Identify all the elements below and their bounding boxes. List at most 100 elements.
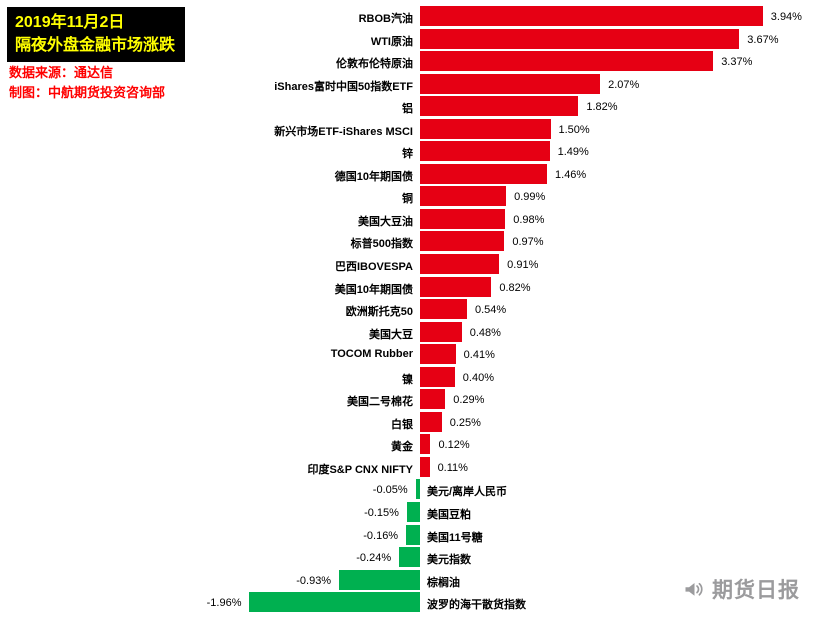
chart-row: 标普500指数 0.97% (0, 230, 814, 253)
chart-row: 美元指数 -0.24% (0, 546, 814, 569)
category-label: 美国10年期国债 (334, 283, 413, 296)
positive-bar (420, 456, 430, 477)
category-label: RBOB汽油 (358, 13, 413, 25)
category-label: WTI原油 (370, 35, 413, 48)
negative-bar (406, 524, 420, 545)
positive-bar (420, 389, 446, 410)
chart-title: 隔夜外盘金融市场涨跌 (15, 37, 176, 55)
category-label: 美国大豆油 (358, 215, 413, 228)
category-label: 铜 (402, 193, 413, 206)
positive-bar (420, 276, 492, 297)
positive-bar (420, 366, 455, 387)
category-label: 巴西IBOVESPA (334, 261, 413, 274)
chart-row: 铝 1.82% (0, 95, 814, 118)
positive-bar (420, 208, 506, 229)
chart-row: TOCOM Rubber 0.41% (0, 343, 814, 366)
chart-row: 棕榈油 -0.93% (0, 569, 814, 592)
positive-bar (420, 344, 456, 365)
positive-bar (420, 51, 714, 72)
value-label: -0.24% (356, 552, 392, 565)
chart-row: iShares富时中国50指数ETF 2.07% (0, 73, 814, 96)
value-label: 0.48% (469, 326, 501, 339)
source-credit: 数据来源：通达信 制图：中航期货投资咨询部 (9, 63, 165, 103)
negative-bar (399, 547, 420, 568)
value-label: 0.41% (463, 349, 495, 362)
chart-row: 美国11号糖 -0.16% (0, 524, 814, 547)
chart-row: 巴西IBOVESPA 0.91% (0, 253, 814, 276)
megaphone-icon (682, 577, 706, 601)
chart-row: 锌 1.49% (0, 140, 814, 163)
chart-row: 铜 0.99% (0, 185, 814, 208)
positive-bar (420, 141, 550, 162)
value-label: 0.98% (513, 213, 545, 226)
data-source: 数据来源：通达信 (9, 65, 114, 80)
chart-row: 美元/离岸人民币 -0.05% (0, 478, 814, 501)
chart-row: 欧洲斯托克50 0.54% (0, 298, 814, 321)
value-label: -0.16% (363, 529, 399, 542)
positive-bar (420, 231, 505, 252)
chart-row: 黄金 0.12% (0, 433, 814, 456)
value-label: 1.82% (586, 101, 618, 114)
value-label: 0.82% (499, 281, 531, 294)
value-label: -0.05% (372, 484, 408, 497)
positive-bar (420, 321, 462, 342)
category-label: 伦敦布伦特原油 (336, 58, 413, 71)
value-label: -0.15% (364, 507, 399, 520)
category-label: 白银 (391, 418, 413, 431)
positive-bar (420, 73, 601, 94)
chart-row: 美国大豆油 0.98% (0, 208, 814, 231)
category-label: 锌 (402, 148, 413, 161)
category-label: 印度S&P CNX NIFTY (307, 463, 413, 476)
value-label: 0.91% (507, 259, 539, 272)
value-label: 0.29% (453, 394, 485, 407)
value-label: 0.25% (449, 416, 481, 429)
chart-row: 伦敦布伦特原油 3.37% (0, 50, 814, 73)
negative-bar (415, 479, 420, 500)
category-label: iShares富时中国50指数ETF (274, 80, 413, 93)
chart-credit: 制图：中航期货投资咨询部 (9, 85, 166, 101)
category-label: TOCOM Rubber (330, 348, 413, 361)
chart-row: 印度S&P CNX NIFTY 0.11% (0, 456, 814, 479)
bar-chart: RBOB汽油 3.94% WTI原油 3.67% 伦敦布伦特原油 3.37% iShares… (0, 5, 814, 614)
chart-row: 美国大豆 0.48% (0, 321, 814, 344)
brand-watermark: 期货日报 (682, 574, 800, 604)
value-label: 1.49% (557, 146, 589, 159)
positive-bar (420, 411, 442, 432)
chart-row: 波罗的海干散货指数 -1.96% (0, 591, 814, 614)
value-label: 1.46% (555, 168, 587, 181)
chart-row: 镍 0.40% (0, 366, 814, 389)
category-label: 波罗的海干散货指数 (427, 599, 526, 612)
category-label: 新兴市场ETF-iShares MSCI (274, 125, 413, 138)
title-box: 2019年11月2日 隔夜外盘金融市场涨跌 (7, 7, 186, 63)
value-label: -0.93% (296, 574, 332, 587)
category-label: 标普500指数 (350, 238, 413, 251)
value-label: 2.07% (608, 78, 640, 91)
chart-date: 2019年11月2日 (15, 14, 125, 31)
chart-row: 美国10年期国债 0.82% (0, 276, 814, 299)
positive-bar (420, 186, 507, 207)
negative-bar (249, 592, 420, 613)
category-label: 欧洲斯托克50 (345, 306, 413, 319)
chart-row: WTI原油 3.67% (0, 28, 814, 51)
value-label: 1.50% (558, 123, 590, 136)
category-label: 铝 (402, 103, 413, 116)
positive-bar (420, 118, 551, 139)
value-label: 0.12% (438, 439, 470, 452)
value-label: 0.54% (474, 304, 507, 317)
negative-bar (339, 569, 420, 590)
category-label: 镍 (402, 373, 413, 386)
positive-bar (420, 28, 740, 49)
chart-row: 美国二号棉花 0.29% (0, 388, 814, 411)
value-label: 0.40% (462, 371, 494, 384)
positive-bar (420, 163, 548, 184)
category-label: 棕榈油 (427, 576, 460, 589)
category-label: 美元/离岸人民币 (427, 486, 508, 499)
positive-bar (420, 299, 467, 320)
category-label: 黄金 (391, 441, 413, 454)
category-label: 美元指数 (427, 554, 471, 567)
value-label: 3.94% (770, 11, 802, 23)
chart-row: 美国豆粕 -0.15% (0, 501, 814, 524)
brand-name: 期货日报 (712, 579, 800, 602)
chart-row: RBOB汽油 3.94% (0, 5, 814, 28)
